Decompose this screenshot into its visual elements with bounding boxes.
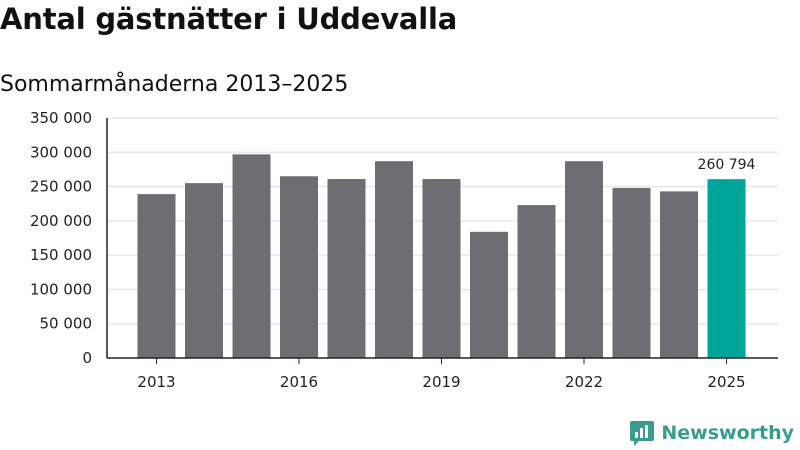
bar — [517, 205, 556, 358]
bar — [232, 154, 271, 358]
y-tick-label: 150 000 — [30, 246, 92, 264]
y-tick-label: 50 000 — [40, 315, 93, 333]
bar-value-label: 260 794 — [698, 157, 756, 173]
y-tick-label: 250 000 — [30, 178, 92, 196]
y-tick-label: 0 — [82, 349, 92, 367]
bar — [280, 176, 318, 358]
chart-title: Antal gästnätter i Uddevalla — [0, 2, 458, 36]
x-tick-label: 2019 — [422, 373, 460, 391]
x-tick-label: 2013 — [137, 373, 175, 391]
bar — [185, 183, 223, 358]
bar — [612, 187, 651, 358]
bar — [422, 179, 461, 358]
chart-subtitle: Sommarmånaderna 2013–2025 — [0, 72, 349, 97]
axes — [106, 118, 778, 364]
bar-highlight — [707, 179, 746, 358]
y-tick-label: 350 000 — [30, 109, 92, 127]
labels: 0 50 000 100 000 150 000 200 000 250 000 300 0… — [30, 109, 756, 391]
brand-logo: Newsworthy — [629, 419, 794, 447]
bar — [565, 161, 603, 358]
bar — [375, 161, 413, 358]
y-tick-label: 300 000 — [30, 143, 92, 161]
x-tick-label: 2022 — [565, 373, 603, 391]
y-tick-label: 200 000 — [30, 212, 92, 230]
y-tick-label: 100 000 — [30, 280, 92, 298]
bars — [137, 154, 746, 358]
newsworthy-logo-icon — [630, 421, 655, 446]
x-tick-label: 2016 — [280, 373, 318, 391]
x-tick-label: 2025 — [707, 373, 745, 391]
bar — [327, 179, 366, 358]
bar — [660, 191, 698, 358]
bar — [470, 231, 508, 358]
bar — [137, 194, 176, 358]
brand-name: Newsworthy — [661, 422, 794, 444]
